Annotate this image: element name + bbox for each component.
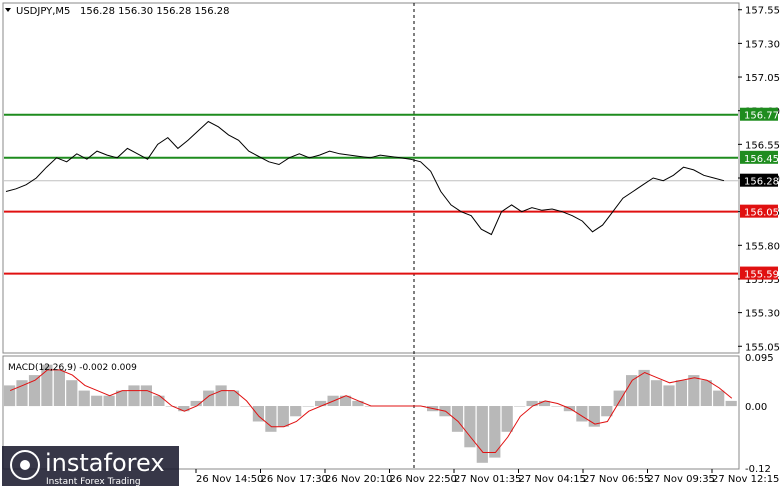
macd-bar	[28, 375, 41, 407]
level-label: 155.59	[744, 270, 779, 281]
time-tick-label: 27 Nov 09:35	[648, 474, 715, 485]
macd-bar	[501, 406, 513, 432]
macd-bar	[576, 406, 588, 422]
level-label: 156.05	[744, 208, 779, 219]
macd-bar	[265, 406, 277, 432]
macd-bar	[103, 395, 115, 406]
price-tick-label: 155.05	[745, 342, 780, 353]
time-tick-label: 26 Nov 22:50	[390, 474, 457, 485]
macd-bar	[626, 375, 638, 407]
macd-bar	[352, 400, 364, 407]
macd-bar	[140, 385, 152, 407]
quote-label: 156.28 156.30 156.28 156.28	[80, 6, 230, 17]
instaforex-logo-icon	[10, 450, 40, 480]
watermark-tagline: Instant Forex Trading	[46, 477, 141, 487]
instaforex-logo-core-icon	[20, 460, 30, 470]
macd-bar	[66, 380, 78, 406]
macd-bar	[190, 400, 202, 407]
macd-bar	[16, 380, 28, 406]
macd-bar	[613, 390, 625, 407]
time-tick-label: 27 Nov 04:15	[519, 474, 586, 485]
macd-bar	[688, 375, 700, 407]
time-tick-label: 27 Nov 12:15	[712, 474, 779, 485]
level-label-box	[740, 173, 778, 187]
macd-bar	[153, 395, 165, 406]
macd-bar	[53, 369, 65, 406]
time-tick-label: 26 Nov 17:30	[261, 474, 328, 485]
macd-bar	[178, 406, 190, 412]
macd-bar	[78, 390, 90, 407]
macd-bar	[41, 364, 53, 406]
macd-signal-line	[10, 369, 733, 453]
price-tick-label: 157.05	[745, 73, 780, 84]
level-label-box	[740, 204, 778, 218]
macd-bar	[725, 400, 737, 407]
macd-bar	[588, 406, 600, 427]
level-label-box	[740, 150, 778, 164]
symbol-label: USDJPY,M5	[16, 6, 70, 17]
level-label: 156.28	[744, 177, 779, 188]
price-tick-label: 155.80	[745, 241, 780, 252]
time-tick-label: 26 Nov 20:10	[325, 474, 392, 485]
level-label-box	[740, 266, 778, 280]
level-label: 156.45	[744, 154, 779, 165]
macd-bar	[4, 385, 16, 407]
macd-tick-label: 0.095	[745, 353, 774, 364]
price-tick-label: 157.55	[745, 6, 780, 17]
macd-bar	[315, 400, 327, 407]
macd-bar	[526, 400, 538, 407]
macd-tick-label: -0.12	[745, 464, 771, 475]
price-series-line	[5, 120, 725, 236]
watermark-brand: instaforex	[45, 449, 165, 477]
price-panel	[2, 2, 740, 354]
macd-bar	[538, 400, 551, 407]
macd-bar	[252, 406, 264, 422]
macd-bar	[650, 380, 663, 406]
price-tick-label: 156.55	[745, 140, 780, 151]
macd-bar	[203, 390, 215, 407]
macd-bar	[675, 380, 687, 406]
macd-bar	[464, 406, 476, 448]
macd-bar	[240, 406, 252, 407]
macd-axis: 0.095 0.00 -0.12	[745, 353, 774, 475]
macd-bar	[165, 406, 177, 407]
macd-label: MACD(12,26,9) -0.002 0.009	[8, 363, 137, 373]
time-tick-label: 27 Nov 06:55	[583, 474, 650, 485]
price-tick-label: 155.55	[745, 275, 780, 286]
level-label: 156.77	[744, 111, 779, 122]
macd-tick-label: 0.00	[745, 402, 767, 413]
macd-bar	[551, 406, 563, 407]
macd-bar	[116, 390, 128, 407]
macd-bar	[227, 390, 240, 407]
price-tick-label: 157.30	[745, 39, 780, 50]
price-tick-label: 155.30	[745, 309, 780, 320]
dropdown-arrow-icon[interactable]	[5, 8, 11, 12]
time-tick-label: 26 Nov 14:50	[196, 474, 263, 485]
macd-bar	[638, 369, 650, 406]
time-tick-label: 27 Nov 01:35	[454, 474, 521, 485]
macd-bar	[451, 406, 464, 432]
macd-bar	[514, 406, 526, 407]
macd-bar	[302, 406, 314, 407]
macd-bar	[215, 385, 227, 407]
macd-bar	[713, 390, 725, 407]
level-lines: 156.77 156.45 156.28 156.05 155.59	[4, 107, 779, 281]
macd-bar	[339, 395, 352, 406]
level-label-box	[740, 107, 778, 121]
macd-bar	[277, 406, 289, 427]
macd-bar	[476, 406, 488, 463]
macd-bar	[489, 406, 501, 458]
macd-bar	[128, 385, 140, 407]
macd-bar	[290, 406, 302, 417]
macd-bar	[91, 395, 103, 406]
macd-bar	[601, 406, 613, 417]
macd-bar	[700, 380, 712, 406]
macd-bar	[663, 385, 675, 407]
